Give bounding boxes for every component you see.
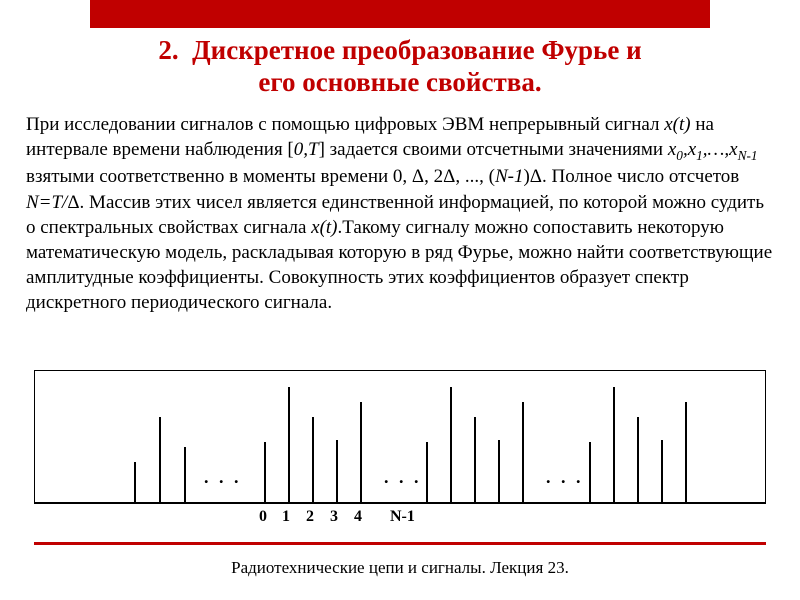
stem xyxy=(264,442,266,502)
chart-x-axis xyxy=(34,502,766,504)
body-paragraph: При исследовании сигналов с помощью цифр… xyxy=(26,112,778,315)
heading-prefix: 2. xyxy=(158,35,178,65)
x-tick-label: 0 xyxy=(259,508,267,526)
stem xyxy=(312,417,314,502)
stem xyxy=(661,440,663,502)
accent-underline xyxy=(34,542,766,545)
x-tick-label: N-1 xyxy=(390,508,415,526)
stem xyxy=(613,387,615,502)
stem xyxy=(360,402,362,502)
stem xyxy=(426,442,428,502)
stem xyxy=(474,417,476,502)
ellipsis: . . . xyxy=(204,467,242,488)
x-tick-label: 4 xyxy=(354,508,362,526)
stem xyxy=(159,417,161,502)
stem xyxy=(522,402,524,502)
chart-stems-area: . . . . . . . . . xyxy=(34,370,766,502)
stem xyxy=(184,447,186,502)
heading-line2: его основные свойства. xyxy=(258,67,541,97)
x-tick-label: 2 xyxy=(306,508,314,526)
x-tick-label: 3 xyxy=(330,508,338,526)
stem xyxy=(685,402,687,502)
stem xyxy=(336,440,338,502)
stem xyxy=(134,462,136,502)
heading-line1: Дискретное преобразование Фурье и xyxy=(192,35,642,65)
x-tick-label: 1 xyxy=(282,508,290,526)
top-accent-bar xyxy=(90,0,710,28)
stem xyxy=(450,387,452,502)
stem-chart: . . . . . . . . . 01234 N-1 xyxy=(34,370,766,540)
section-heading: 2. Дискретное преобразование Фурье и его… xyxy=(0,34,800,99)
ellipsis: . . . xyxy=(384,467,422,488)
ellipsis: . . . xyxy=(546,467,584,488)
stem xyxy=(498,440,500,502)
page-footer: Радиотехнические цепи и сигналы. Лекция … xyxy=(0,558,800,578)
chart-x-labels: 01234 N-1 xyxy=(34,506,766,530)
stem xyxy=(589,442,591,502)
stem xyxy=(288,387,290,502)
stem xyxy=(637,417,639,502)
